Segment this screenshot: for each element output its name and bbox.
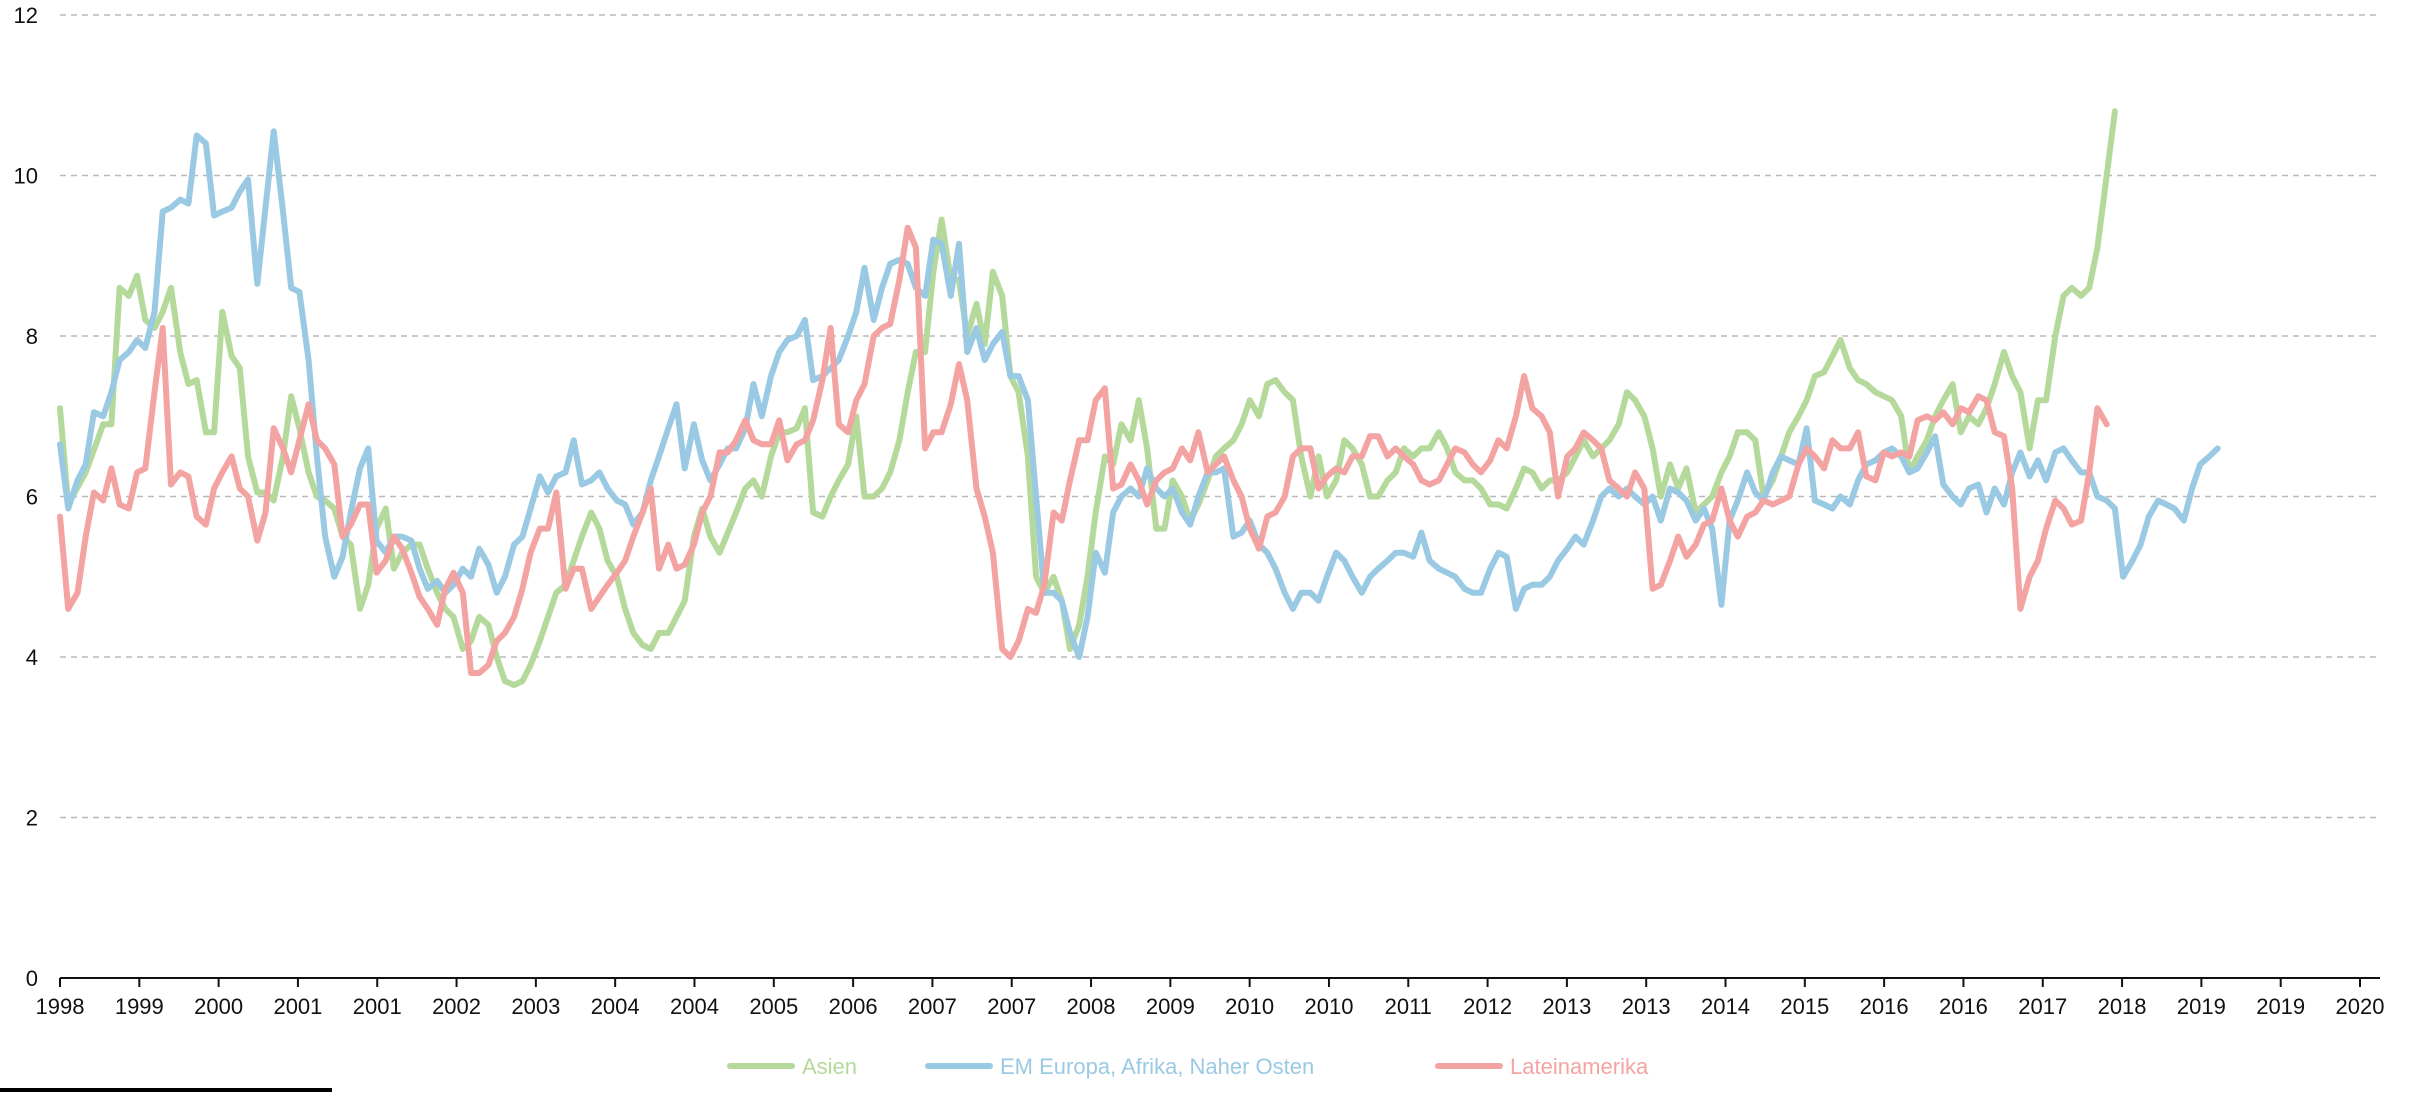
legend-label-1: EM Europa, Afrika, Naher Osten bbox=[1000, 1054, 1314, 1079]
x-tick-label: 2010 bbox=[1225, 994, 1274, 1019]
x-tick-label: 2020 bbox=[2336, 994, 2385, 1019]
y-tick-label: 12 bbox=[14, 3, 38, 28]
legend: Asien EM Europa, Afrika, Naher Osten Latei… bbox=[727, 1054, 1649, 1079]
x-tick-label: 2007 bbox=[987, 994, 1036, 1019]
x-tick-label: 2010 bbox=[1304, 994, 1353, 1019]
x-tick-label: 2006 bbox=[829, 994, 878, 1019]
x-tick-label: 2009 bbox=[1146, 994, 1195, 1019]
y-tick-label: 8 bbox=[26, 324, 38, 349]
x-tick-label: 2012 bbox=[1463, 994, 1512, 1019]
x-tick-label: 2013 bbox=[1622, 994, 1671, 1019]
series-lines bbox=[57, 108, 2221, 689]
x-tick-label: 2014 bbox=[1701, 994, 1750, 1019]
footer-rule bbox=[0, 1088, 332, 1092]
x-tick-label: 2003 bbox=[511, 994, 560, 1019]
x-axis-ticks: 1998 1999 2000 2001 2001 2002 2003 2004 2004 2005… bbox=[36, 978, 2385, 1019]
x-tick-label: 2004 bbox=[670, 994, 719, 1019]
legend-label-0: Asien bbox=[802, 1054, 857, 1079]
x-tick-label: 2005 bbox=[749, 994, 798, 1019]
x-tick-label: 2015 bbox=[1780, 994, 1829, 1019]
gridlines bbox=[60, 14, 2380, 819]
legend-label-2: Lateinamerika bbox=[1510, 1054, 1649, 1079]
x-tick-label: 1999 bbox=[115, 994, 164, 1019]
x-tick-label: 2017 bbox=[2018, 994, 2067, 1019]
y-tick-label: 6 bbox=[26, 485, 38, 510]
x-tick-label: 2001 bbox=[273, 994, 322, 1019]
x-tick-label: 2004 bbox=[591, 994, 640, 1019]
x-tick-label: 2000 bbox=[194, 994, 243, 1019]
x-tick-label: 2018 bbox=[2098, 994, 2147, 1019]
x-tick-label: 2002 bbox=[432, 994, 481, 1019]
x-tick-label: 2001 bbox=[353, 994, 402, 1019]
x-tick-label: 2016 bbox=[1860, 994, 1909, 1019]
y-tick-label: 0 bbox=[26, 966, 38, 991]
x-tick-label: 2007 bbox=[908, 994, 957, 1019]
series-line-2 bbox=[57, 224, 2110, 676]
y-tick-label: 2 bbox=[26, 806, 38, 831]
x-tick-label: 2019 bbox=[2177, 994, 2226, 1019]
x-tick-label: 1998 bbox=[36, 994, 85, 1019]
y-tick-label: 4 bbox=[26, 645, 38, 670]
series-line-1 bbox=[57, 128, 2221, 660]
x-tick-label: 2016 bbox=[1939, 994, 1988, 1019]
x-tick-label: 2011 bbox=[1385, 994, 1432, 1019]
x-tick-label: 2019 bbox=[2256, 994, 2305, 1019]
x-tick-label: 2008 bbox=[1067, 994, 1116, 1019]
x-tick-label: 2013 bbox=[1542, 994, 1591, 1019]
y-axis-tick-labels: 0 2 4 6 8 10 12 bbox=[14, 3, 38, 991]
y-tick-label: 10 bbox=[14, 164, 38, 189]
